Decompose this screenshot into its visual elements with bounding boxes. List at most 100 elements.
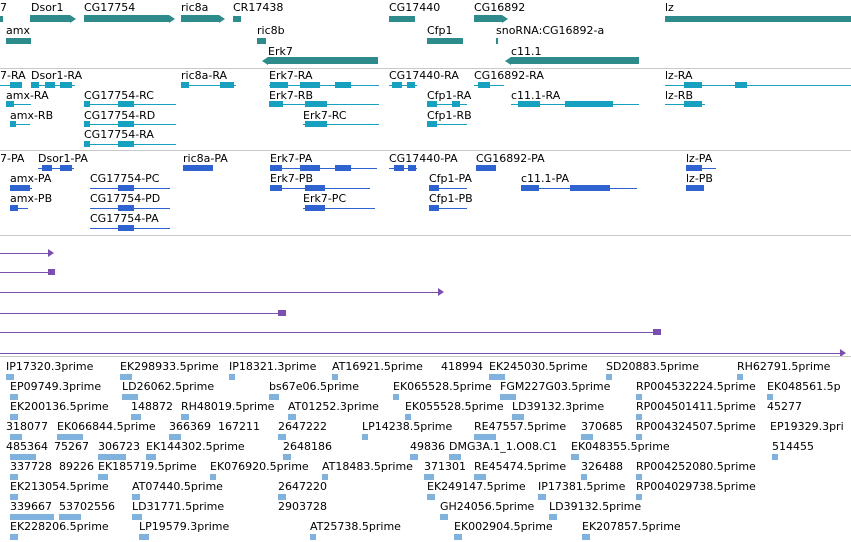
evidence-glyph[interactable] bbox=[474, 474, 486, 480]
evidence-glyph[interactable] bbox=[322, 474, 328, 480]
evidence-label[interactable]: 514455 bbox=[772, 440, 814, 453]
gene-label[interactable]: CG16892 bbox=[474, 1, 526, 14]
cds-block[interactable] bbox=[335, 165, 351, 171]
evidence-glyph[interactable] bbox=[169, 434, 181, 440]
evidence-glyph[interactable] bbox=[772, 454, 778, 460]
transcript-label[interactable]: 7-RA bbox=[0, 69, 26, 82]
evidence-glyph[interactable] bbox=[10, 514, 54, 520]
exon-block[interactable] bbox=[220, 82, 234, 88]
evidence-glyph[interactable] bbox=[10, 474, 18, 480]
evidence-glyph[interactable] bbox=[449, 454, 461, 460]
evidence-glyph[interactable] bbox=[10, 534, 18, 540]
exon-block[interactable] bbox=[427, 121, 437, 127]
evidence-glyph[interactable] bbox=[10, 494, 18, 500]
evidence-glyph[interactable] bbox=[10, 414, 18, 420]
aligned-read[interactable] bbox=[0, 272, 50, 273]
gene-label[interactable]: c11.1 bbox=[511, 45, 542, 58]
evidence-label[interactable]: 339667 bbox=[10, 500, 52, 513]
evidence-glyph[interactable] bbox=[146, 454, 156, 460]
gene-glyph[interactable] bbox=[257, 38, 266, 44]
evidence-glyph[interactable] bbox=[538, 494, 546, 500]
evidence-label[interactable]: EK048561.5p bbox=[767, 380, 841, 393]
evidence-label[interactable]: 167211 bbox=[218, 420, 260, 433]
gene-glyph[interactable] bbox=[30, 15, 70, 22]
evidence-glyph[interactable] bbox=[269, 394, 279, 400]
evidence-glyph[interactable] bbox=[636, 394, 642, 400]
evidence-label[interactable]: DMG3A.1_1.O08.C1 bbox=[449, 440, 558, 453]
exon-block[interactable] bbox=[305, 101, 327, 107]
evidence-label[interactable]: EK228206.5prime bbox=[10, 520, 109, 533]
evidence-glyph[interactable] bbox=[362, 434, 368, 440]
gene-label[interactable]: CR17438 bbox=[233, 1, 284, 14]
evidence-label[interactable]: 45277 bbox=[767, 400, 802, 413]
evidence-label[interactable]: EP09749.3prime bbox=[10, 380, 102, 393]
transcript-label[interactable]: Erk7-RC bbox=[303, 109, 347, 122]
evidence-label[interactable]: RE45474.5prime bbox=[474, 460, 567, 473]
evidence-label[interactable]: AT07440.5prime bbox=[132, 480, 223, 493]
evidence-label[interactable]: 326488 bbox=[581, 460, 623, 473]
cds-block[interactable] bbox=[570, 185, 610, 191]
evidence-label[interactable]: GH24056.5prime bbox=[440, 500, 535, 513]
gene-label[interactable]: amx bbox=[6, 24, 30, 37]
evidence-glyph[interactable] bbox=[131, 414, 141, 420]
evidence-label[interactable]: EK207857.5prime bbox=[582, 520, 681, 533]
evidence-label[interactable]: bs67e06.5prime bbox=[269, 380, 360, 393]
exon-block[interactable] bbox=[684, 101, 702, 107]
gene-glyph[interactable] bbox=[511, 57, 639, 64]
aligned-read[interactable] bbox=[0, 292, 440, 293]
exon-block[interactable] bbox=[84, 141, 90, 147]
gene-label[interactable]: ric8b bbox=[257, 24, 285, 37]
cds-block[interactable] bbox=[270, 165, 282, 171]
gene-label[interactable]: Erk7 bbox=[268, 45, 293, 58]
evidence-label[interactable]: EK055528.5prime bbox=[405, 400, 504, 413]
cds-block[interactable] bbox=[118, 225, 134, 231]
protein-label[interactable]: amx-PB bbox=[10, 192, 53, 205]
read-block[interactable] bbox=[653, 329, 661, 335]
aligned-read[interactable] bbox=[0, 253, 50, 254]
evidence-label[interactable]: 2903728 bbox=[278, 500, 327, 513]
evidence-glyph[interactable] bbox=[581, 434, 593, 440]
gene-label[interactable]: 7 bbox=[0, 1, 7, 14]
evidence-label[interactable]: 371301 bbox=[424, 460, 466, 473]
protein-label[interactable]: Erk7-PB bbox=[270, 172, 313, 185]
evidence-label[interactable]: 2647222 bbox=[278, 420, 327, 433]
evidence-label[interactable]: AT16921.5prime bbox=[332, 360, 423, 373]
evidence-label[interactable]: RP004501411.5prime bbox=[636, 400, 756, 413]
evidence-label[interactable]: 49836 bbox=[410, 440, 445, 453]
evidence-label[interactable]: 75267 bbox=[54, 440, 89, 453]
cds-block[interactable] bbox=[476, 165, 496, 171]
evidence-glyph[interactable] bbox=[288, 414, 296, 420]
transcript-label[interactable]: CG16892-RA bbox=[474, 69, 544, 82]
cds-block[interactable] bbox=[118, 205, 134, 211]
evidence-glyph[interactable] bbox=[132, 494, 140, 500]
protein-label[interactable]: Erk7-PC bbox=[303, 192, 347, 205]
evidence-label[interactable]: IP17381.5prime bbox=[538, 480, 626, 493]
gene-glyph[interactable] bbox=[6, 38, 31, 44]
evidence-label[interactable]: RP004324507.5prime bbox=[636, 420, 756, 433]
evidence-label[interactable]: 337728 bbox=[10, 460, 52, 473]
evidence-glyph[interactable] bbox=[474, 434, 496, 440]
evidence-label[interactable]: EK298933.5prime bbox=[120, 360, 219, 373]
evidence-label[interactable]: EK213054.5prime bbox=[10, 480, 109, 493]
exon-block[interactable] bbox=[181, 82, 189, 88]
exon-block[interactable] bbox=[735, 82, 747, 88]
protein-label[interactable]: 7-PA bbox=[0, 152, 25, 165]
evidence-label[interactable]: FGM227G03.5prime bbox=[500, 380, 611, 393]
cds-block[interactable] bbox=[686, 185, 704, 191]
read-block[interactable] bbox=[278, 310, 286, 316]
evidence-label[interactable]: AT25738.5prime bbox=[310, 520, 401, 533]
cds-block[interactable] bbox=[305, 205, 325, 211]
evidence-glyph[interactable] bbox=[210, 474, 216, 480]
evidence-glyph[interactable] bbox=[122, 394, 138, 400]
evidence-glyph[interactable] bbox=[500, 394, 516, 400]
evidence-label[interactable]: IP17320.3prime bbox=[6, 360, 94, 373]
evidence-label[interactable]: AT01252.3prime bbox=[288, 400, 379, 413]
exon-block[interactable] bbox=[31, 82, 39, 88]
evidence-glyph[interactable] bbox=[59, 514, 81, 520]
gene-glyph[interactable] bbox=[181, 15, 219, 22]
protein-label[interactable]: Cfp1-PB bbox=[429, 192, 473, 205]
cds-block[interactable] bbox=[270, 185, 282, 191]
evidence-label[interactable]: LD39132.3prime bbox=[512, 400, 605, 413]
exon-block[interactable] bbox=[270, 82, 288, 88]
exon-block[interactable] bbox=[478, 82, 490, 88]
